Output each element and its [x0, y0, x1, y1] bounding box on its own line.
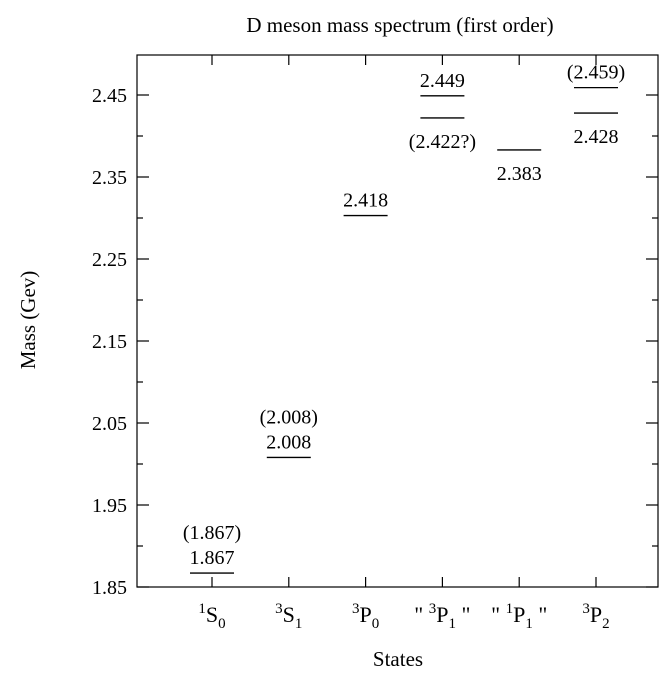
x-axis-ticks: 1S0 3S1 3P0 " 3P1 " " 1P1 " 3P2	[198, 55, 610, 632]
y-tick-label: 1.85	[92, 577, 127, 599]
mass-level-label: 1.867	[190, 547, 235, 569]
y-tick-label: 2.25	[92, 249, 127, 271]
mass-level-label: 2.418	[343, 190, 388, 212]
category-label: " 1P1 "	[491, 601, 547, 632]
mass-level-label: (2.422?)	[409, 131, 476, 153]
category-label: " 3P1 "	[414, 601, 470, 632]
mass-level-label: 2.008	[266, 431, 311, 453]
y-tick-label: 2.35	[92, 167, 127, 189]
x-axis-label: States	[373, 647, 423, 671]
y-axis-ticks: 1.85 1.95 2.05 2.15 2.25 2.35 2.45	[92, 85, 658, 599]
mass-level-label-measured: (2.008)	[260, 406, 318, 428]
mass-level-label: 2.449	[420, 70, 465, 92]
category-label: 3P0	[352, 601, 379, 632]
plot-frame	[136, 54, 659, 588]
mass-level-label-measured: (1.867)	[183, 522, 241, 544]
y-tick-label: 1.95	[92, 495, 127, 517]
mass-level-label: 2.428	[574, 126, 619, 148]
y-tick-label: 2.45	[92, 85, 127, 107]
category-label: 3S1	[275, 601, 302, 632]
mass-level-label: 2.383	[497, 163, 542, 185]
category-label: 1S0	[198, 601, 225, 632]
chart-title: D meson mass spectrum (first order)	[246, 13, 553, 37]
y-tick-label: 2.05	[92, 413, 127, 435]
mass-levels: 1.867 (1.867) 2.008 (2.008) 2.418 2.449 (2.422…	[183, 62, 625, 574]
y-tick-label: 2.15	[92, 331, 127, 353]
category-label: 3P2	[582, 601, 609, 632]
y-axis-label: Mass (Gev)	[16, 271, 40, 370]
mass-level-label: (2.459)	[567, 62, 625, 84]
